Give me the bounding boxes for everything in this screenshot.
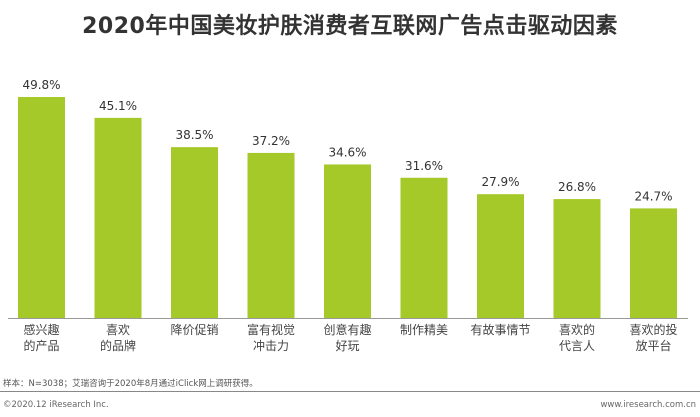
bar xyxy=(477,194,524,318)
copyright: ©2020.12 iResearch Inc. xyxy=(3,400,109,410)
data-label: 38.5% xyxy=(175,128,213,142)
bar xyxy=(553,199,601,318)
category-label: 有故事情节 xyxy=(470,323,531,337)
bar xyxy=(400,177,448,318)
data-label: 31.6% xyxy=(405,159,443,173)
data-label: 34.6% xyxy=(328,145,366,159)
bar xyxy=(171,147,218,318)
data-label: 26.8% xyxy=(558,180,596,194)
data-label: 37.2% xyxy=(252,134,290,148)
bar xyxy=(94,117,142,319)
category-label: 感兴趣 的产品 xyxy=(23,323,60,353)
data-label: 24.7% xyxy=(634,189,672,203)
data-label: 45.1% xyxy=(99,99,137,113)
category-label: 创意有趣 好玩 xyxy=(323,323,372,353)
category-label: 喜欢的 代言人 xyxy=(558,323,595,353)
footer-divider xyxy=(0,391,700,392)
bar xyxy=(18,97,65,318)
chart-title: 2020年中国美妆护肤消费者互联网广告点击驱动因素 xyxy=(82,14,618,39)
data-label: 49.8% xyxy=(22,78,60,92)
website-link: www.iresearch.com.cn xyxy=(600,400,696,410)
bar xyxy=(630,208,677,318)
category-label: 喜欢 的品牌 xyxy=(99,323,136,353)
category-label: 降价促销 xyxy=(170,323,219,337)
category-label: 富有视觉 冲击力 xyxy=(246,323,295,353)
bar xyxy=(324,164,371,318)
data-label: 27.9% xyxy=(481,175,519,189)
bar xyxy=(247,152,295,318)
category-label: 喜欢的投 放平台 xyxy=(629,323,678,353)
category-label: 制作精美 xyxy=(399,323,448,337)
source-note: 样本：N=3038；艾瑞咨询于2020年8月通过iClick网上调研获得。 xyxy=(3,379,258,389)
